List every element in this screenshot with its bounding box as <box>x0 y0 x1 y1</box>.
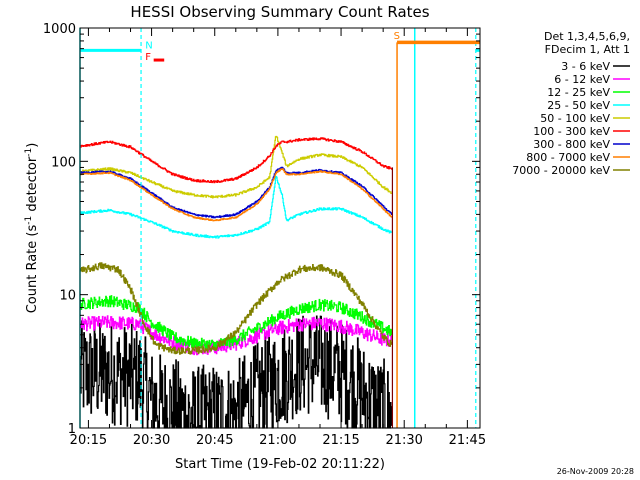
x-tick-label: 20:30 <box>133 433 170 448</box>
axes-layer: 20:15 20:30 20:45 21:00 21:15 21:30 21:45 1 10 10… <box>43 22 486 448</box>
x-tick-label: 21:15 <box>322 433 359 448</box>
chart-title: HESSI Observing Summary Count Rates <box>130 3 429 21</box>
legend-header: FDecim 1, Att 1 <box>545 43 630 56</box>
x-tick-label: 21:45 <box>449 433 486 448</box>
x-tick-label: 20:45 <box>196 433 233 448</box>
legend-entry: 3 - 6 keV <box>561 60 610 73</box>
legend-entry: 7000 - 20000 keV <box>512 164 610 177</box>
legend-entry: 6 - 12 keV <box>554 73 610 86</box>
series-line <box>79 135 393 199</box>
x-tick-label: 21:00 <box>259 433 296 448</box>
series-line <box>79 175 393 239</box>
legend-entry: 300 - 800 keV <box>533 138 610 151</box>
legend: Det 1,3,4,5,6,9,FDecim 1, Att 1 3 - 6 keV… <box>512 30 630 177</box>
y-tick-label: 100 <box>51 155 76 170</box>
footer-date: 26-Nov-2009 20:28 <box>557 467 634 476</box>
series-line <box>79 315 393 429</box>
legend-header: Det 1,3,4,5,6,9, <box>544 30 630 43</box>
flag-annotation: N <box>145 41 152 52</box>
legend-entry: 12 - 25 keV <box>547 86 610 99</box>
series-line <box>79 168 393 222</box>
flag-annotation: F <box>145 52 151 63</box>
x-tick-label: 21:30 <box>385 433 422 448</box>
x-axis-label: Start Time (19-Feb-02 20:11:22) <box>175 457 385 472</box>
y-tick-label: 1000 <box>43 22 76 37</box>
series-line <box>79 295 393 351</box>
y-axis-label: Count Rate (s-1 detector-1) <box>24 143 40 314</box>
legend-entry: 25 - 50 keV <box>547 99 610 112</box>
series-line <box>79 137 393 184</box>
flag-annotation: S <box>394 31 400 42</box>
x-tick-label: 20:15 <box>70 433 107 448</box>
legend-entry: 50 - 100 keV <box>540 112 610 125</box>
series-line <box>79 166 393 219</box>
series-line <box>79 262 393 355</box>
y-tick-label: 1 <box>68 422 76 437</box>
legend-entry: 100 - 300 keV <box>533 125 610 138</box>
legend-entry: 800 - 7000 keV <box>526 151 610 164</box>
series-layer <box>79 135 393 429</box>
plot-frame <box>79 27 481 429</box>
y-tick-label: 10 <box>59 289 76 304</box>
